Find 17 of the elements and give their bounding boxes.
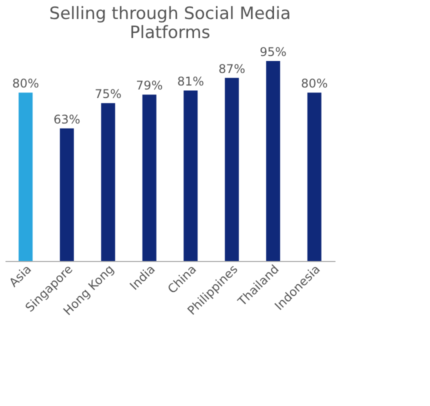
- data-label: 79%: [136, 78, 163, 93]
- bar: [142, 94, 156, 261]
- chart-title: Selling through Social Media Platforms: [49, 4, 291, 43]
- bar: [101, 103, 116, 261]
- data-label: 81%: [177, 74, 204, 88]
- data-label: 75%: [94, 87, 122, 102]
- bar: [266, 61, 280, 261]
- data-label: 87%: [218, 62, 246, 76]
- bar: [224, 78, 239, 261]
- data-label: 95%: [260, 45, 286, 59]
- data-label: 80%: [12, 76, 39, 91]
- bar: [18, 92, 33, 261]
- bar: [184, 90, 198, 261]
- bar: [60, 128, 74, 261]
- bar: [307, 92, 322, 261]
- data-label: 80%: [301, 76, 328, 91]
- data-label: 63%: [54, 112, 80, 126]
